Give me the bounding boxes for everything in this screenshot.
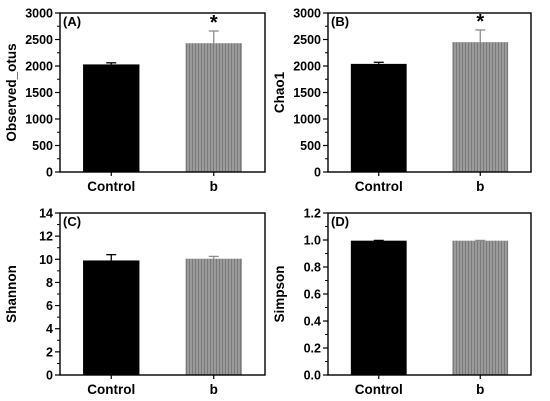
- y-tick-label: 1500: [293, 86, 321, 100]
- y-tick-label: 2500: [293, 33, 321, 47]
- y-tick-label: 1500: [25, 86, 53, 100]
- bar-control: [350, 63, 407, 172]
- y-tick-label: 12: [39, 230, 53, 244]
- y-tick-label: 1000: [25, 113, 53, 127]
- y-tick-label: 10: [39, 253, 53, 267]
- y-tick-label: 1.0: [304, 234, 321, 248]
- chart-panel-1: Control * b 0 500 1000 1500 2000 2500 3000 Observe…: [4, 7, 266, 194]
- y-axis-title: Simpson: [272, 265, 287, 322]
- y-tick-label: 0.6: [304, 288, 321, 302]
- panel-label: (A): [63, 14, 81, 29]
- chart-panel-4: Control b 0.0 0.2 0.4 0.6 0.8 1.0 1.2 Simpson (D): [272, 207, 532, 397]
- y-tick-label: 0.4: [304, 315, 321, 329]
- bar-control: [83, 260, 140, 375]
- bar-control: [350, 240, 407, 375]
- y-tick-label: 3000: [293, 7, 321, 21]
- panel-label: (D): [331, 214, 349, 229]
- y-tick-label: 8: [46, 276, 53, 290]
- category-label: Control: [355, 382, 403, 397]
- panel-label: (C): [63, 214, 81, 229]
- bar-b: [185, 43, 242, 173]
- significance-marker: *: [210, 12, 218, 34]
- y-tick-label: 4: [46, 322, 53, 336]
- category-label: b: [476, 382, 484, 397]
- chart-panel-3: Control b 0 2 4 6 8 10 12 14 Shannon (C): [4, 207, 266, 397]
- y-axis-title: Observed_otus: [4, 43, 19, 141]
- y-tick-label: 6: [46, 299, 53, 313]
- y-tick-label: 500: [300, 139, 321, 153]
- y-axis-title: Shannon: [4, 265, 19, 323]
- y-tick-label: 0: [46, 369, 53, 383]
- y-tick-label: 2000: [293, 60, 321, 74]
- y-tick-label: 1000: [293, 113, 321, 127]
- y-tick-label: 14: [39, 207, 53, 221]
- y-tick-label: 2: [46, 345, 53, 359]
- category-label: Control: [355, 179, 403, 194]
- y-tick-label: 3000: [25, 7, 53, 21]
- bar-b: [452, 42, 509, 173]
- y-tick-label: 2500: [25, 33, 53, 47]
- category-label: Control: [87, 179, 135, 194]
- bar-control: [83, 64, 140, 172]
- bar-b: [452, 240, 509, 375]
- significance-marker: *: [476, 11, 484, 33]
- bar-b: [185, 258, 242, 375]
- category-label: b: [210, 382, 218, 397]
- y-tick-label: 2000: [25, 60, 53, 74]
- y-tick-label: 500: [32, 139, 53, 153]
- y-tick-label: 0.8: [304, 261, 321, 275]
- y-tick-label: 0: [46, 166, 53, 180]
- y-tick-label: 1.2: [304, 207, 321, 221]
- category-label: Control: [87, 382, 135, 397]
- category-label: b: [476, 179, 484, 194]
- y-tick-label: 0.2: [304, 342, 321, 356]
- category-label: b: [210, 179, 218, 194]
- y-axis-title: Chao1: [272, 71, 287, 113]
- y-tick-label: 0: [314, 166, 321, 180]
- y-tick-label: 0.0: [304, 369, 321, 383]
- panel-label: (B): [331, 14, 349, 29]
- chart-panel-2: Control * b 0 500 1000 1500 2000 2500 3000 Chao1 (B…: [272, 7, 532, 194]
